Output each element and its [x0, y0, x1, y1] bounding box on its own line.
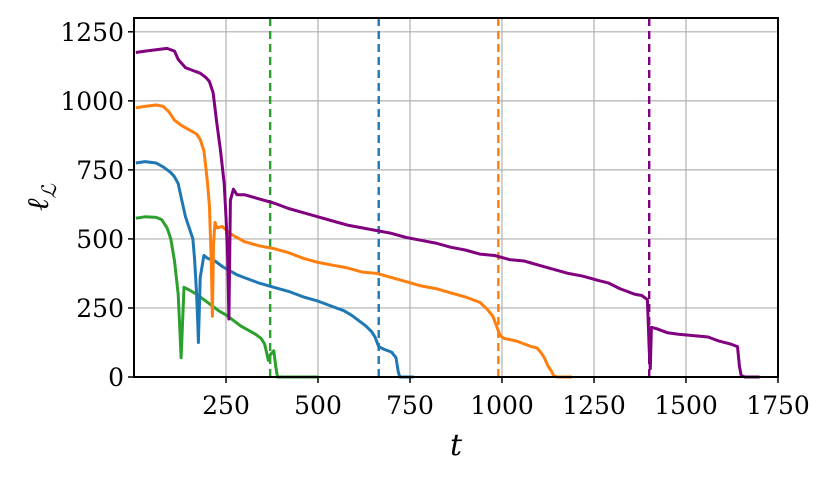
axis-ticks: 250 500 750 1000 1250 1500 1750 0 250 500 750 1000 1…	[60, 18, 809, 420]
y-axis-label-main: ℓ	[21, 198, 56, 211]
x-tick-label: 250	[202, 391, 250, 420]
x-tick-label: 500	[294, 391, 342, 420]
y-tick-label: 1250	[60, 18, 124, 47]
y-axis-label-subscript: ℒ	[37, 183, 61, 198]
x-tick-label: 1000	[470, 391, 534, 420]
y-tick-label: 500	[76, 225, 124, 254]
x-tick-label: 1750	[746, 391, 810, 420]
x-tick-label: 1500	[654, 391, 718, 420]
x-tick-label: 1250	[562, 391, 626, 420]
series-group	[135, 46, 760, 379]
y-tick-label: 250	[76, 294, 124, 323]
y-tick-label: 0	[108, 363, 124, 392]
y-axis-label: ℓℒ	[21, 183, 61, 211]
y-tick-label: 1000	[60, 87, 124, 116]
y-tick-label: 750	[76, 156, 124, 185]
series-line	[135, 160, 414, 379]
x-axis-label: t	[450, 428, 463, 463]
series-line	[135, 46, 760, 379]
series-line	[135, 103, 572, 379]
plot-frame	[133, 17, 779, 378]
x-tick-label: 750	[386, 391, 434, 420]
grid-lines	[134, 18, 779, 378]
vertical-marker-lines	[268, 18, 651, 377]
